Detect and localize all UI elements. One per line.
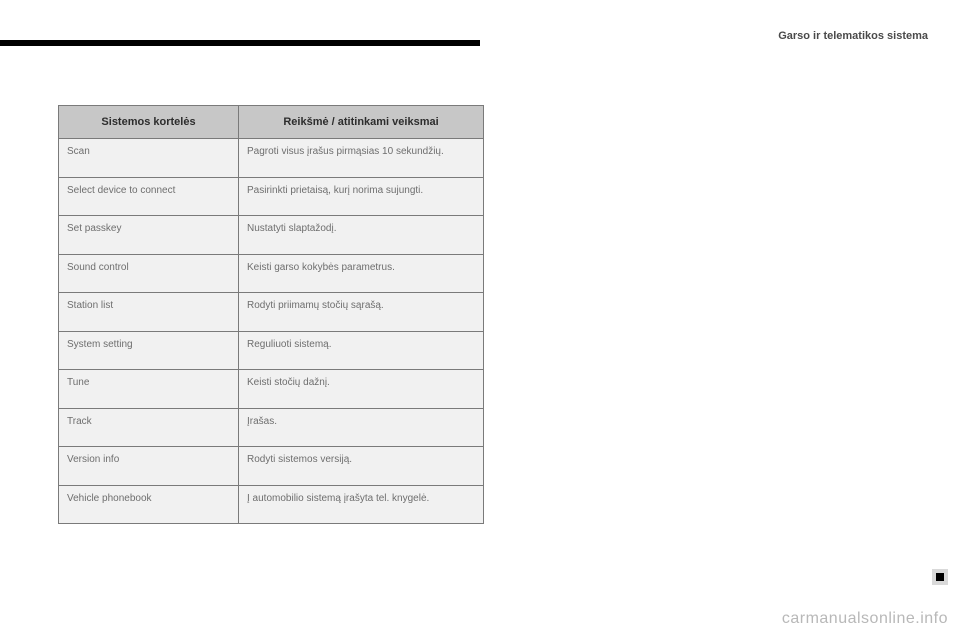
definition-cell: Reguliuoti sistemą. bbox=[239, 331, 484, 370]
table-row: Version info Rodyti sistemos versiją. bbox=[59, 447, 484, 486]
page-marker-icon bbox=[932, 569, 948, 585]
table-row: Scan Pagroti visus įrašus pirmąsias 10 s… bbox=[59, 139, 484, 178]
term-cell: Select device to connect bbox=[59, 177, 239, 216]
term-cell: Station list bbox=[59, 293, 239, 332]
term-cell: Tune bbox=[59, 370, 239, 409]
definition-cell: Rodyti sistemos versiją. bbox=[239, 447, 484, 486]
definitions-table: Sistemos kortelės Reikšmė / atitinkami v… bbox=[58, 105, 484, 524]
definition-cell: Keisti stočių dažnį. bbox=[239, 370, 484, 409]
definition-cell: Į automobilio sistemą įrašyta tel. knyge… bbox=[239, 485, 484, 524]
page-container: Garso ir telematikos sistema Sistemos ko… bbox=[0, 0, 960, 640]
table-row: Station list Rodyti priimamų stočių sąra… bbox=[59, 293, 484, 332]
col-header-left: Sistemos kortelės bbox=[59, 106, 239, 139]
term-cell: Track bbox=[59, 408, 239, 447]
definition-cell: Įrašas. bbox=[239, 408, 484, 447]
table-row: Track Įrašas. bbox=[59, 408, 484, 447]
term-cell: System setting bbox=[59, 331, 239, 370]
term-cell: Set passkey bbox=[59, 216, 239, 255]
table-row: Tune Keisti stočių dažnį. bbox=[59, 370, 484, 409]
watermark-text: carmanualsonline.info bbox=[782, 610, 948, 628]
definition-cell: Pagroti visus įrašus pirmąsias 10 sekund… bbox=[239, 139, 484, 178]
table-row: Select device to connect Pasirinkti prie… bbox=[59, 177, 484, 216]
term-cell: Sound control bbox=[59, 254, 239, 293]
table-row: Sound control Keisti garso kokybės param… bbox=[59, 254, 484, 293]
section-title: Garso ir telematikos sistema bbox=[778, 30, 928, 42]
col-header-right: Reikšmė / atitinkami veiksmai bbox=[239, 106, 484, 139]
table-header-row: Sistemos kortelės Reikšmė / atitinkami v… bbox=[59, 106, 484, 139]
term-cell: Vehicle phonebook bbox=[59, 485, 239, 524]
table-row: Vehicle phonebook Į automobilio sistemą … bbox=[59, 485, 484, 524]
definition-cell: Keisti garso kokybės parametrus. bbox=[239, 254, 484, 293]
definition-cell: Rodyti priimamų stočių sąrašą. bbox=[239, 293, 484, 332]
definition-cell: Nustatyti slaptažodį. bbox=[239, 216, 484, 255]
table-row: Set passkey Nustatyti slaptažodį. bbox=[59, 216, 484, 255]
term-cell: Version info bbox=[59, 447, 239, 486]
table-row: System setting Reguliuoti sistemą. bbox=[59, 331, 484, 370]
top-black-bar bbox=[0, 40, 480, 46]
term-cell: Scan bbox=[59, 139, 239, 178]
definition-cell: Pasirinkti prietaisą, kurį norima sujung… bbox=[239, 177, 484, 216]
